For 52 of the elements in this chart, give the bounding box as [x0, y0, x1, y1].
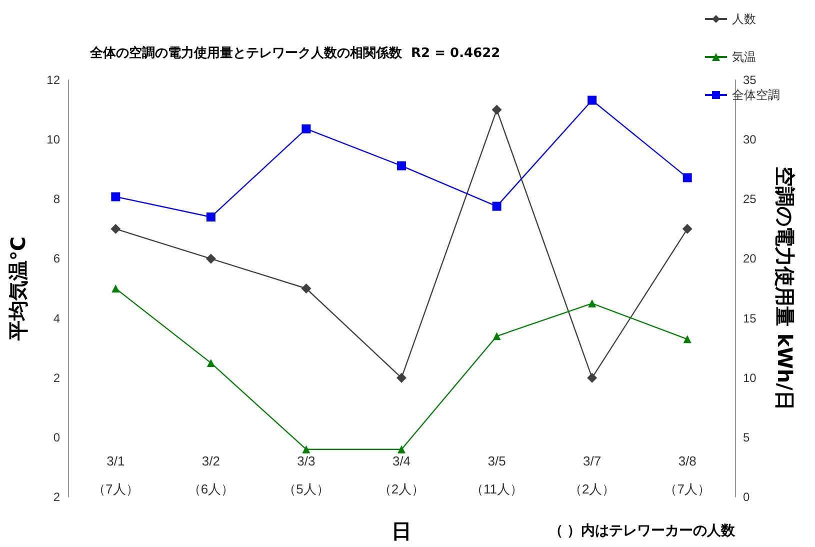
y-tick-label: 12	[46, 73, 60, 87]
point	[206, 254, 216, 264]
point	[398, 445, 406, 454]
y2-tick-label: 0	[743, 490, 750, 504]
point	[302, 124, 311, 134]
legend-label: 人数	[732, 12, 756, 26]
point	[682, 224, 692, 234]
point	[492, 104, 502, 115]
y-tick-label: 10	[46, 132, 60, 147]
point	[206, 358, 215, 367]
y2-tick-label: 5	[743, 430, 750, 444]
point	[301, 284, 312, 294]
point	[206, 212, 216, 222]
y2-tick-label: 30	[743, 132, 757, 147]
point	[397, 161, 406, 170]
y-tick-label: 6	[53, 252, 60, 266]
y-axis-title: 平均気温℃	[6, 236, 30, 342]
point	[492, 202, 502, 211]
point	[588, 96, 597, 105]
y2-tick-label: 35	[743, 73, 757, 87]
y-tick-label: 0	[53, 430, 60, 444]
point	[111, 192, 120, 202]
x-tick-label: 3/7 （2人）	[568, 454, 616, 496]
point	[682, 173, 692, 182]
y-tick-label: 2	[53, 490, 60, 504]
y2-tick-label: 25	[743, 192, 757, 206]
y2-tick-label: 20	[743, 252, 757, 266]
point	[110, 224, 121, 234]
x-axis-title: 日	[392, 521, 412, 543]
point	[587, 372, 598, 383]
legend-label: 気温	[732, 50, 756, 64]
x-tick-label: 3/2 （6人）	[188, 454, 234, 496]
point	[302, 445, 310, 454]
y2-tick-label: 10	[743, 370, 757, 385]
y2-axis-title: 空調の電力使用量 kWh/日	[773, 166, 797, 410]
point	[683, 335, 692, 344]
point	[396, 372, 406, 383]
x-tick-label: 3/1 （7人）	[92, 454, 139, 496]
x-tick-label: 3/3 （5人）	[283, 454, 330, 496]
y-tick-label: 2	[53, 370, 60, 385]
point	[588, 299, 596, 308]
point	[492, 332, 501, 340]
legend-label: 全体空調	[732, 88, 780, 102]
y2-tick-label: 15	[743, 311, 757, 326]
text: （ ）内はテレワーカーの人数	[549, 522, 736, 538]
chart-title: 全体の空調の電力使用量とテレワーク人数の相関係数 R2 = 0.4622	[89, 45, 500, 61]
x-tick-label: 3/4 （2人）	[378, 454, 425, 496]
x-tick-label: 3/8 （7人）	[664, 454, 710, 496]
point	[112, 284, 120, 292]
y-tick-label: 4	[53, 311, 60, 326]
x-tick-label: 3/5 （11人）	[470, 454, 524, 496]
y-tick-label: 8	[53, 192, 60, 206]
